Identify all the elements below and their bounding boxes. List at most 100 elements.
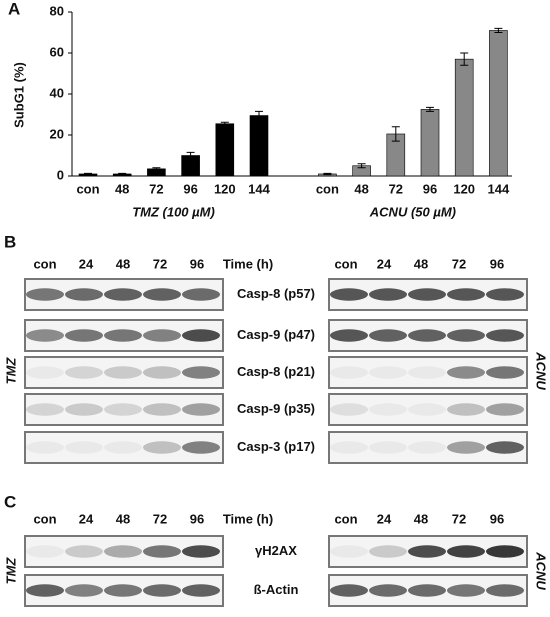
row-label: Casp-3 (p17) [237,439,315,454]
blots: con 24 48 72 96 con 24 48 72 96 Time (h) Casp-8 (p5… [3,256,549,607]
band [408,584,446,597]
lane-label: 24 [377,256,392,271]
bar [420,109,440,177]
band [104,441,142,454]
band [65,545,103,558]
band [143,441,181,454]
band [143,403,181,416]
band [65,584,103,597]
band [486,441,524,454]
lane-label: con [334,256,357,271]
error-bar [255,110,263,121]
band [143,584,181,597]
error-bar [460,52,469,66]
error-bar [357,163,366,169]
y-tick-label: 80 [50,3,64,18]
lane-label: 96 [190,256,204,271]
band [143,329,181,342]
group-label: ACNU (50 µM) [369,204,456,219]
row-label: ß-Actin [254,582,299,597]
band [65,366,103,379]
bar [215,123,235,177]
band [26,584,64,597]
bar [249,115,269,177]
band [65,441,103,454]
band [26,366,64,379]
bar [489,30,508,177]
band [369,584,407,597]
band [447,288,485,301]
lane-label: 96 [490,511,504,526]
x-tick-label: 96 [183,181,197,196]
panel-letter: C [4,492,16,511]
band [26,545,64,558]
lane-label: con [33,256,56,271]
band [486,545,524,558]
band [447,584,485,597]
band [330,584,368,597]
treatment-label: TMZ [3,357,18,385]
x-tick-label: 144 [488,181,510,196]
band [369,441,407,454]
band [65,403,103,416]
y-tick-label: 40 [50,85,64,100]
treatment-label: TMZ [3,557,18,585]
band [408,403,446,416]
group-label: TMZ (100 µM) [132,204,215,219]
x-tick-label: 96 [423,181,437,196]
band [447,366,485,379]
band [369,545,407,558]
band [26,403,64,416]
x-tick-label: 144 [248,181,270,196]
band [447,545,485,558]
band [330,329,368,342]
x-tick-label: 120 [214,181,236,196]
x-tick-label: 72 [149,181,163,196]
band [104,329,142,342]
lane-label: 24 [79,511,94,526]
band [369,366,407,379]
band [486,584,524,597]
lane-label: con [334,511,357,526]
x-tick-label: 72 [389,181,403,196]
band [408,545,446,558]
lane-label: 48 [414,256,428,271]
band [486,288,524,301]
band [26,441,64,454]
x-tick-label: 48 [115,181,129,196]
band [486,329,524,342]
band [104,403,142,416]
treatment-label: ACNU [534,351,549,390]
band [447,403,485,416]
band [182,545,220,558]
band [26,329,64,342]
panel-letter: A [8,0,20,18]
lane-label: 48 [116,256,130,271]
band [182,329,220,342]
lane-label: 96 [190,511,204,526]
band [182,441,220,454]
band [26,288,64,301]
band [486,366,524,379]
band [65,288,103,301]
blot-frame [328,393,528,426]
treatment-label: ACNU [534,551,549,590]
y-axis-label: SubG1 (%) [11,62,26,128]
lane-label: con [33,511,56,526]
lane-label: 72 [153,511,167,526]
band [330,288,368,301]
band [330,366,368,379]
lane-label: 48 [116,511,130,526]
lane-label: 72 [452,511,466,526]
y-tick-label: 20 [50,126,64,141]
panel-letter: B [4,232,16,251]
y-tick-label: 0 [57,167,64,182]
band [143,288,181,301]
band [447,329,485,342]
band [408,366,446,379]
x-tick-label: con [76,181,99,196]
band [143,366,181,379]
band [182,403,220,416]
y-tick-label: 60 [50,44,64,59]
